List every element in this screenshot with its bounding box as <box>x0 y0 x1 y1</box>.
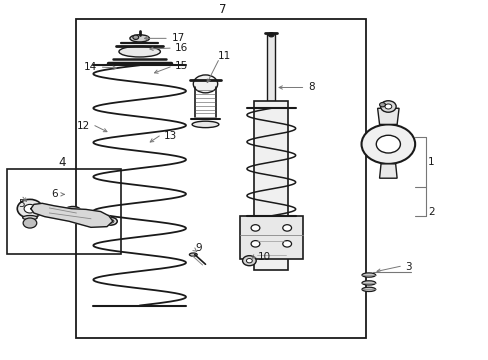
Bar <box>6 169 121 253</box>
Circle shape <box>375 135 400 153</box>
Bar <box>76 19 366 338</box>
Ellipse shape <box>65 207 81 215</box>
Circle shape <box>384 104 391 109</box>
Text: 16: 16 <box>175 43 188 53</box>
Text: 1: 1 <box>427 157 433 167</box>
Circle shape <box>193 75 217 93</box>
Text: 5: 5 <box>18 199 24 209</box>
Circle shape <box>17 199 42 218</box>
Bar <box>267 33 275 101</box>
Polygon shape <box>377 108 398 125</box>
Circle shape <box>24 204 36 213</box>
Circle shape <box>242 256 256 266</box>
Circle shape <box>268 33 274 37</box>
Ellipse shape <box>103 217 117 225</box>
Ellipse shape <box>130 35 149 42</box>
Text: 8: 8 <box>307 82 314 93</box>
Circle shape <box>23 218 37 228</box>
Ellipse shape <box>361 287 375 292</box>
Polygon shape <box>31 203 113 227</box>
Text: 17: 17 <box>171 33 184 43</box>
Text: 6: 6 <box>52 189 58 199</box>
Ellipse shape <box>192 121 219 128</box>
Circle shape <box>282 225 291 231</box>
Ellipse shape <box>189 253 197 256</box>
Text: 3: 3 <box>405 262 411 272</box>
Text: 13: 13 <box>163 131 177 141</box>
Circle shape <box>282 240 291 247</box>
Ellipse shape <box>22 216 37 220</box>
Ellipse shape <box>361 281 375 285</box>
Ellipse shape <box>69 209 77 212</box>
Circle shape <box>361 125 414 164</box>
Text: 11: 11 <box>217 51 230 61</box>
Circle shape <box>380 101 395 112</box>
Bar <box>239 216 303 259</box>
Text: 12: 12 <box>77 121 90 131</box>
Text: 2: 2 <box>427 207 433 217</box>
Bar <box>254 101 288 270</box>
Circle shape <box>250 225 259 231</box>
Text: 9: 9 <box>195 243 202 253</box>
Text: 7: 7 <box>218 3 226 16</box>
Circle shape <box>250 240 259 247</box>
Ellipse shape <box>361 273 375 277</box>
Circle shape <box>379 103 385 107</box>
Circle shape <box>246 258 252 263</box>
Polygon shape <box>379 164 396 178</box>
Ellipse shape <box>107 220 114 223</box>
Ellipse shape <box>119 46 160 57</box>
Text: 14: 14 <box>84 62 97 72</box>
Text: 10: 10 <box>257 252 270 262</box>
Text: 15: 15 <box>175 61 188 71</box>
Text: 4: 4 <box>58 156 65 169</box>
Circle shape <box>133 35 139 40</box>
